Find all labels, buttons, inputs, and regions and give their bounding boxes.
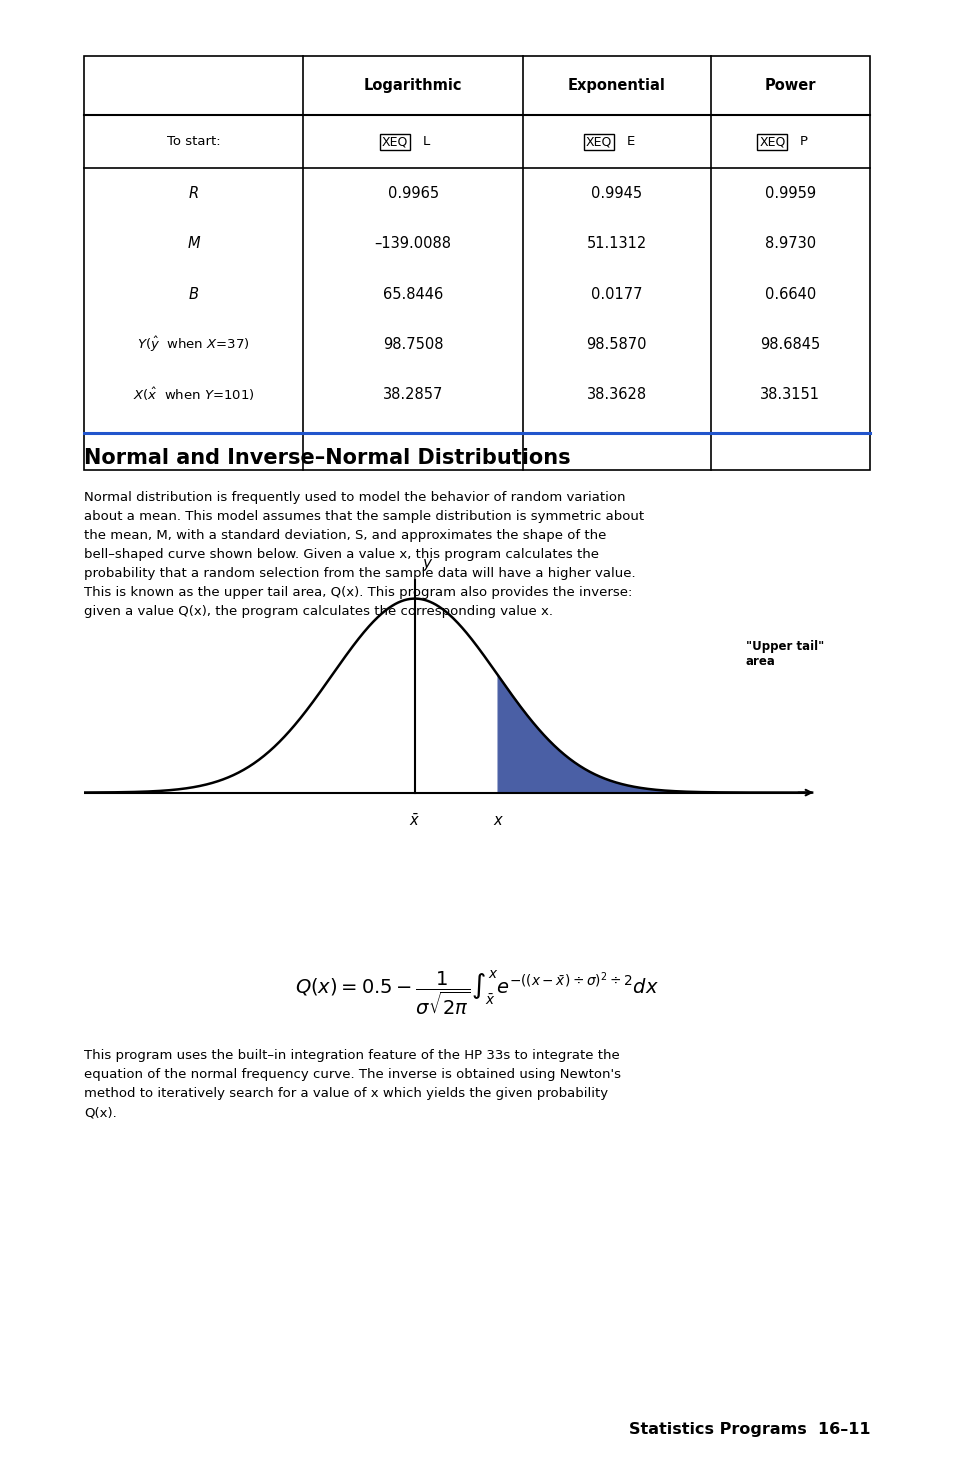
Text: XEQ: XEQ — [585, 136, 612, 148]
Text: $\bar{x}$: $\bar{x}$ — [409, 813, 420, 829]
Text: Power: Power — [764, 78, 815, 93]
Text: x: x — [493, 813, 501, 828]
Text: 0.9945: 0.9945 — [591, 186, 641, 201]
Text: Normal and Inverse–Normal Distributions: Normal and Inverse–Normal Distributions — [84, 448, 570, 469]
Text: L: L — [422, 136, 430, 148]
Text: 38.2857: 38.2857 — [382, 387, 443, 402]
Text: 98.7508: 98.7508 — [382, 337, 443, 352]
Text: "Upper tail"
area: "Upper tail" area — [745, 640, 823, 668]
Text: 38.3628: 38.3628 — [586, 387, 646, 402]
Text: XEQ: XEQ — [381, 136, 408, 148]
Text: $Y(\hat{y}$  when $X$=37): $Y(\hat{y}$ when $X$=37) — [137, 336, 250, 353]
Text: P: P — [799, 136, 807, 148]
Bar — [84, 56, 869, 470]
Text: y: y — [422, 556, 432, 571]
Text: –139.0088: –139.0088 — [375, 236, 451, 251]
Text: Exponential: Exponential — [567, 78, 665, 93]
Text: E: E — [626, 136, 634, 148]
Text: M: M — [187, 236, 200, 251]
Text: $X(\hat{x}$  when $Y$=101): $X(\hat{x}$ when $Y$=101) — [132, 386, 254, 403]
Text: $Q(x) = 0.5 - \dfrac{1}{\sigma\sqrt{2\pi}}\int_{\bar{x}}^{x} e^{-((x-\bar{x})\di: $Q(x) = 0.5 - \dfrac{1}{\sigma\sqrt{2\pi… — [294, 970, 659, 1018]
Text: To start:: To start: — [167, 136, 220, 148]
Text: 98.6845: 98.6845 — [760, 337, 820, 352]
Text: 65.8446: 65.8446 — [382, 287, 443, 302]
Text: Q [x]: Q [x] — [578, 754, 616, 767]
Text: R: R — [189, 186, 198, 201]
Text: This program uses the built–in integration feature of the HP 33s to integrate th: This program uses the built–in integrati… — [84, 1049, 620, 1119]
Text: Statistics Programs  16–11: Statistics Programs 16–11 — [628, 1422, 869, 1437]
Text: Logarithmic: Logarithmic — [363, 78, 462, 93]
Text: 8.9730: 8.9730 — [764, 236, 815, 251]
Text: B: B — [189, 287, 198, 302]
Text: 0.9965: 0.9965 — [387, 186, 438, 201]
Text: 0.6640: 0.6640 — [764, 287, 815, 302]
Text: 0.0177: 0.0177 — [591, 287, 641, 302]
Text: 98.5870: 98.5870 — [586, 337, 646, 352]
Text: 0.9959: 0.9959 — [764, 186, 815, 201]
Text: Normal distribution is frequently used to model the behavior of random variation: Normal distribution is frequently used t… — [84, 491, 643, 618]
Text: 51.1312: 51.1312 — [586, 236, 646, 251]
Text: 38.3151: 38.3151 — [760, 387, 820, 402]
Text: XEQ: XEQ — [759, 136, 785, 148]
